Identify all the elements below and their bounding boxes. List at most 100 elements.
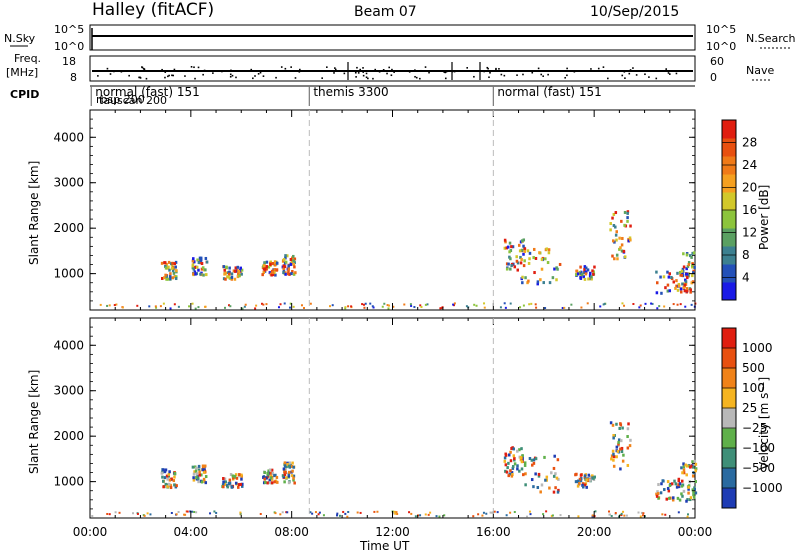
nsky-left-top-tick: 10^5 [54,23,84,36]
data-cell [288,461,291,465]
near-range-cell [194,307,197,310]
near-range-cell [439,307,442,310]
data-cell [284,254,287,258]
data-cell [196,258,199,262]
near-range-cell [228,304,231,307]
data-cell [620,219,623,223]
nave-point [621,74,624,77]
data-cell [615,238,618,242]
near-range-cell [410,304,413,307]
colorbar-swatch [722,192,736,211]
data-cell [201,266,205,270]
nave-point [445,70,448,73]
near-range-cell [426,303,429,306]
data-cell [508,453,511,457]
near-range-cell [623,514,626,517]
velocity-colorbar-label: Velocity [m s⁻¹] [757,377,771,470]
nave-point [498,68,500,70]
data-cell [287,472,291,476]
nave-point [97,75,99,77]
nave-point [415,76,418,79]
data-cell [523,259,526,263]
data-cell [165,262,168,266]
near-range-cell [362,303,365,306]
data-cell [680,492,683,496]
data-cell [626,427,630,431]
data-cell [169,272,172,276]
near-range-cell [359,511,362,514]
data-cell [614,233,618,237]
near-range-cell [545,510,548,513]
data-cell [234,269,237,273]
data-cell [615,253,619,257]
nave-point [473,75,475,78]
data-cell [197,268,200,272]
colorbar-swatch [722,488,736,509]
near-range-cell [619,514,622,517]
near-range-cell [664,513,667,516]
data-cell [520,239,524,243]
nave-point [629,69,632,71]
near-range-cell [644,302,647,305]
data-cell [171,276,175,280]
data-cell [587,473,591,477]
nave-point [173,68,176,71]
data-cell [611,423,615,427]
colorbar-tick-label: 20 [742,181,757,195]
data-cell [620,243,624,247]
data-cell [227,275,230,279]
data-cell [588,475,592,479]
nave-point [547,73,549,76]
data-cell [222,485,225,489]
near-range-cell [505,514,508,517]
data-cell [513,458,516,462]
near-range-cell [204,305,207,308]
data-cell [537,474,541,478]
colorbar-swatch [722,448,736,469]
data-cell [579,473,583,477]
data-cell [284,272,287,276]
data-cell [617,442,620,446]
near-range-cell [91,515,94,518]
near-range-cell [244,303,247,306]
near-range-cell [344,306,347,309]
data-cell [687,491,690,495]
near-range-cell [243,305,246,308]
data-cell [290,272,293,276]
data-cell [281,474,285,478]
near-range-cell [361,303,364,306]
data-cell [287,464,291,468]
data-cell [166,477,169,481]
data-cell [271,471,274,475]
near-range-cell [686,515,689,518]
nave-point [202,73,204,76]
data-cell [593,475,596,479]
nave-point [362,71,365,73]
near-range-cell [435,515,438,518]
data-cell [167,472,171,476]
data-cell [286,254,289,258]
data-cell [592,272,595,276]
data-cell [683,283,686,287]
data-cell [511,473,514,477]
data-cell [620,249,624,253]
data-cell [587,277,590,281]
near-range-cell [188,305,191,308]
nave-point [390,74,393,77]
data-cell [581,483,584,487]
nave-point [96,70,98,72]
data-cell [527,261,531,265]
nave-point [334,68,337,71]
data-cell [193,260,196,264]
cpid-segment-label: normal (fast) 151 [95,85,199,99]
data-cell [292,259,296,263]
data-cell [657,483,660,487]
data-cell [200,262,204,266]
near-range-cell [215,511,218,514]
data-cell [609,228,612,232]
nave-point [607,77,609,80]
nave-point [167,75,169,78]
data-cell [284,260,288,264]
data-cell [674,286,677,290]
nave-point [624,77,626,79]
